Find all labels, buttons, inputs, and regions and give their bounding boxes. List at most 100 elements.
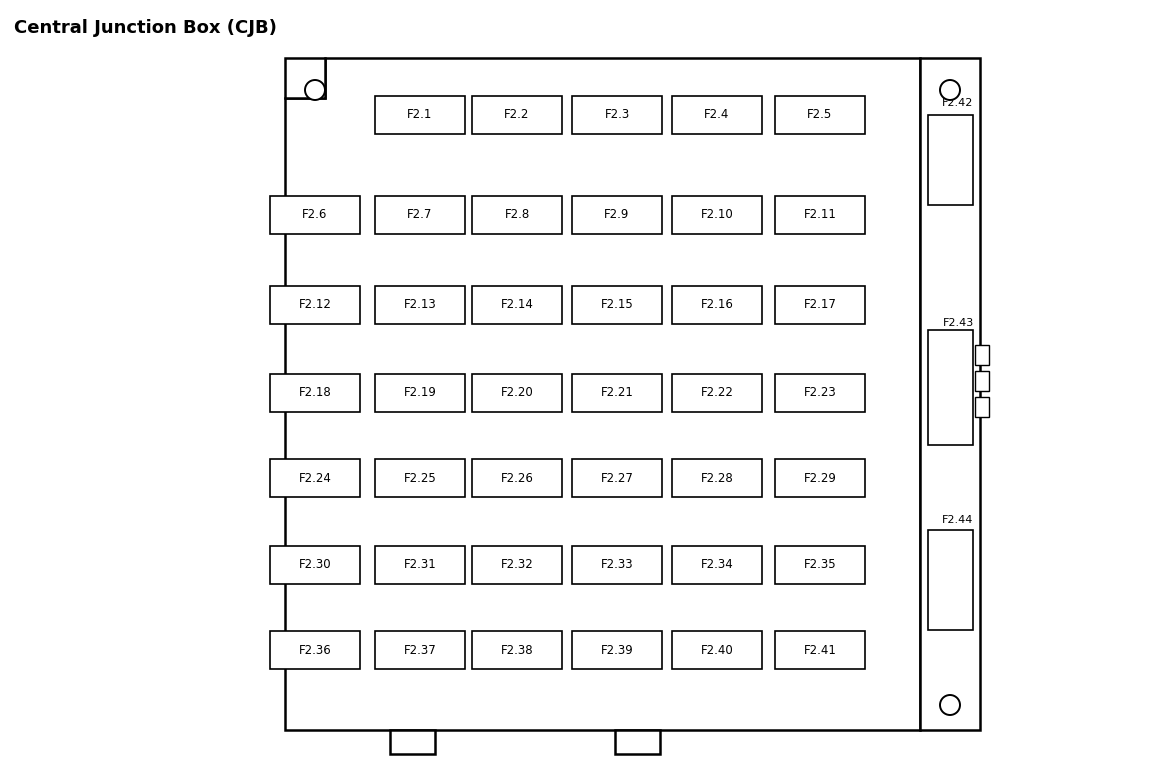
Bar bbox=[375, 459, 465, 497]
Bar bbox=[375, 631, 465, 669]
Text: F2.7: F2.7 bbox=[408, 208, 432, 221]
Bar bbox=[572, 96, 662, 134]
Bar bbox=[285, 58, 325, 98]
Bar bbox=[776, 459, 865, 497]
Bar bbox=[572, 196, 662, 234]
Bar bbox=[672, 286, 762, 324]
Text: F2.17: F2.17 bbox=[804, 299, 836, 312]
Text: F2.29: F2.29 bbox=[804, 472, 836, 485]
Text: F2.34: F2.34 bbox=[701, 558, 734, 571]
Text: F2.3: F2.3 bbox=[604, 108, 630, 121]
Bar bbox=[270, 196, 360, 234]
Text: F2.15: F2.15 bbox=[600, 299, 633, 312]
Text: F2.16: F2.16 bbox=[701, 299, 734, 312]
Text: F2.9: F2.9 bbox=[604, 208, 630, 221]
Bar bbox=[572, 459, 662, 497]
Bar bbox=[672, 546, 762, 584]
Text: F2.30: F2.30 bbox=[299, 558, 332, 571]
Text: F2.6: F2.6 bbox=[303, 208, 328, 221]
Bar bbox=[929, 530, 973, 630]
Bar bbox=[270, 546, 360, 584]
Text: F2.35: F2.35 bbox=[804, 558, 836, 571]
Bar bbox=[472, 459, 562, 497]
Bar bbox=[672, 96, 762, 134]
Bar bbox=[672, 196, 762, 234]
Bar bbox=[975, 397, 989, 417]
Text: F2.33: F2.33 bbox=[600, 558, 633, 571]
Text: F2.37: F2.37 bbox=[404, 644, 437, 657]
Bar bbox=[572, 374, 662, 412]
Bar bbox=[375, 286, 465, 324]
Bar bbox=[270, 459, 360, 497]
Text: F2.14: F2.14 bbox=[501, 299, 534, 312]
Text: F2.8: F2.8 bbox=[505, 208, 529, 221]
Bar bbox=[572, 631, 662, 669]
Text: F2.40: F2.40 bbox=[701, 644, 734, 657]
Bar bbox=[776, 631, 865, 669]
Text: F2.5: F2.5 bbox=[807, 108, 833, 121]
Text: F2.19: F2.19 bbox=[404, 386, 437, 399]
Bar bbox=[776, 374, 865, 412]
Bar bbox=[472, 374, 562, 412]
Bar bbox=[472, 96, 562, 134]
Text: F2.32: F2.32 bbox=[501, 558, 534, 571]
Bar bbox=[672, 374, 762, 412]
Bar bbox=[390, 730, 434, 754]
Bar bbox=[270, 286, 360, 324]
Text: F2.42: F2.42 bbox=[943, 98, 974, 108]
Bar bbox=[776, 196, 865, 234]
Text: F2.13: F2.13 bbox=[404, 299, 437, 312]
Text: F2.26: F2.26 bbox=[501, 472, 534, 485]
Bar bbox=[472, 286, 562, 324]
Text: F2.18: F2.18 bbox=[299, 386, 332, 399]
Text: F2.23: F2.23 bbox=[804, 386, 836, 399]
Bar bbox=[776, 286, 865, 324]
Bar bbox=[776, 546, 865, 584]
Bar bbox=[472, 196, 562, 234]
Bar bbox=[672, 631, 762, 669]
Text: F2.28: F2.28 bbox=[701, 472, 734, 485]
Bar bbox=[616, 730, 660, 754]
Bar bbox=[975, 371, 989, 391]
Bar bbox=[375, 196, 465, 234]
Circle shape bbox=[940, 80, 960, 100]
Bar bbox=[572, 546, 662, 584]
Text: F2.12: F2.12 bbox=[299, 299, 332, 312]
Bar bbox=[375, 96, 465, 134]
Circle shape bbox=[305, 80, 325, 100]
Bar bbox=[672, 459, 762, 497]
Bar bbox=[375, 546, 465, 584]
Circle shape bbox=[940, 695, 960, 715]
Bar bbox=[472, 546, 562, 584]
Text: F2.31: F2.31 bbox=[404, 558, 437, 571]
Text: Central Junction Box (CJB): Central Junction Box (CJB) bbox=[14, 19, 277, 37]
Bar bbox=[975, 345, 989, 365]
Bar bbox=[270, 631, 360, 669]
Text: F2.44: F2.44 bbox=[943, 515, 974, 525]
Bar bbox=[270, 374, 360, 412]
Text: F2.2: F2.2 bbox=[505, 108, 529, 121]
Text: F2.39: F2.39 bbox=[600, 644, 633, 657]
Text: F2.22: F2.22 bbox=[701, 386, 734, 399]
Text: F2.11: F2.11 bbox=[804, 208, 836, 221]
Bar bbox=[472, 631, 562, 669]
Bar bbox=[375, 374, 465, 412]
Bar bbox=[776, 96, 865, 134]
Text: F2.10: F2.10 bbox=[701, 208, 734, 221]
Text: F2.41: F2.41 bbox=[804, 644, 836, 657]
Bar bbox=[920, 58, 980, 730]
Bar bbox=[929, 330, 973, 445]
Bar bbox=[572, 286, 662, 324]
Text: F2.43: F2.43 bbox=[943, 318, 974, 328]
Text: F2.25: F2.25 bbox=[404, 472, 437, 485]
Text: F2.38: F2.38 bbox=[501, 644, 534, 657]
Text: F2.24: F2.24 bbox=[299, 472, 332, 485]
Text: F2.21: F2.21 bbox=[600, 386, 633, 399]
Bar bbox=[929, 115, 973, 205]
Text: F2.27: F2.27 bbox=[600, 472, 633, 485]
Text: F2.1: F2.1 bbox=[408, 108, 432, 121]
Text: F2.36: F2.36 bbox=[299, 644, 332, 657]
Text: F2.4: F2.4 bbox=[704, 108, 730, 121]
Text: F2.20: F2.20 bbox=[501, 386, 534, 399]
Polygon shape bbox=[285, 58, 920, 730]
